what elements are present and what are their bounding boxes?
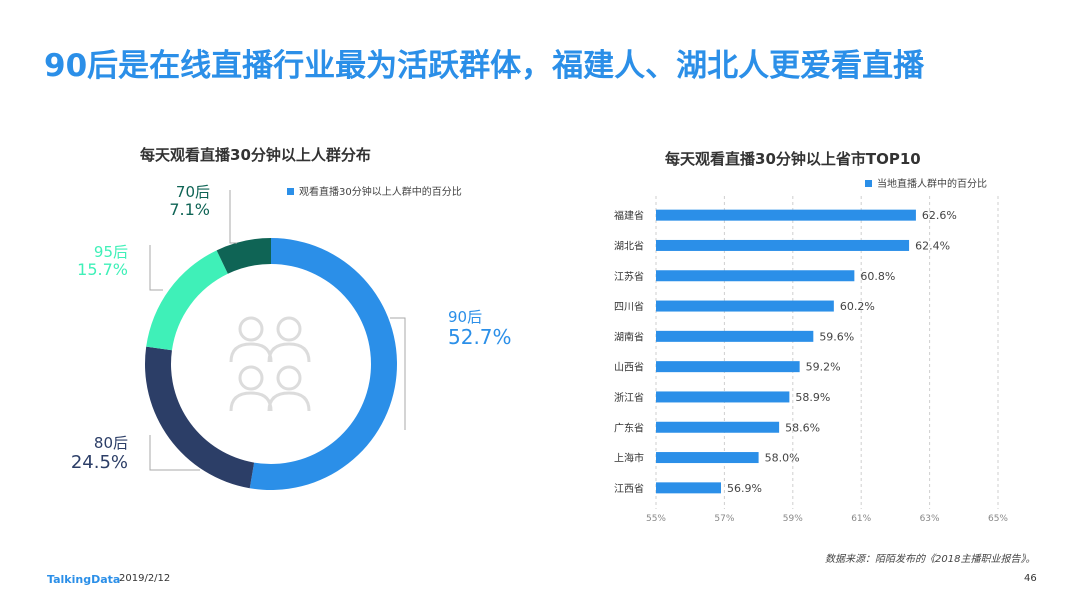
donut-slice-value: 24.5% [71,452,128,473]
bar-legend-label: 当地直播人群中的百分比 [877,177,987,190]
donut-slice-value: 7.1% [169,200,210,219]
donut-leader-line [390,317,406,430]
bar-mark [656,330,814,342]
bar-category-label: 上海市 [614,452,644,465]
page-title: 90后是在线直播行业最为活跃群体，福建人、湖北人更爱看直播 [44,48,925,84]
bar-mark [656,361,800,373]
donut-leader-line [229,190,237,244]
donut-slice-label: 70后 [176,183,210,201]
bar-category-label: 广东省 [614,421,644,434]
bar-mark [656,209,916,221]
bar-chart-title: 每天观看直播30分钟以上省市TOP10 [665,150,921,168]
bar-value-label: 62.6% [922,209,957,222]
donut-leader-line [149,435,200,471]
source-note: 数据来源：陌陌发布的《2018主播职业报告》。 [825,554,1036,565]
donut-legend-swatch [287,188,294,195]
donut-slice-value: 15.7% [77,260,128,279]
donut-chart-title: 每天观看直播30分钟以上人群分布 [140,146,371,164]
bar-x-tick: 61% [851,514,871,524]
bar-category-label: 江西省 [614,482,644,495]
bar-value-label: 60.2% [840,300,875,313]
bar-x-tick: 59% [783,514,803,524]
donut-slice-label: 80后 [94,434,128,452]
donut-slice-value: 52.7% [448,325,512,349]
bar-mark [656,391,790,403]
bar-legend-swatch [865,180,872,187]
donut-slice-1 [145,346,255,489]
bar-value-label: 58.0% [765,452,800,465]
footer-date: 2019/2/12 [119,573,171,584]
bar-mark [656,421,780,433]
donut-slice-0 [249,238,397,490]
bar-mark [656,452,759,464]
bar-category-label: 湖北省 [614,239,644,252]
bar-value-label: 59.6% [819,330,854,343]
donut-slice-3 [216,238,271,274]
donut-legend-label: 观看直播30分钟以上人群中的百分比 [299,185,462,198]
bar-value-label: 59.2% [806,361,841,374]
page-number: 46 [1024,573,1037,584]
donut-leader-line [149,245,163,291]
bar-x-tick: 55% [646,514,666,524]
bar-value-label: 56.9% [727,482,762,495]
people-group-icon [229,316,311,412]
donut-slice-2 [146,250,228,351]
brand-logo: TalkingData [47,573,121,586]
bar-mark [656,270,855,282]
bar-category-label: 四川省 [614,300,644,313]
donut-slice-label: 90后 [448,308,482,326]
bar-category-label: 浙江省 [614,391,644,404]
bar-mark [656,300,834,312]
bar-x-tick: 63% [920,514,940,524]
bar-value-label: 60.8% [860,270,895,283]
bar-value-label: 58.6% [785,421,820,434]
bar-category-label: 江苏省 [614,270,644,283]
donut-slice-label: 95后 [94,243,128,261]
bar-mark [656,239,910,251]
bar-x-tick: 65% [988,514,1008,524]
bar-x-tick: 57% [714,514,734,524]
bar-mark [656,482,721,494]
bar-value-label: 58.9% [795,391,830,404]
bar-value-label: 62.4% [915,239,950,252]
bar-category-label: 湖南省 [614,330,644,343]
bar-category-label: 山西省 [614,361,644,374]
bar-category-label: 福建省 [614,209,644,222]
